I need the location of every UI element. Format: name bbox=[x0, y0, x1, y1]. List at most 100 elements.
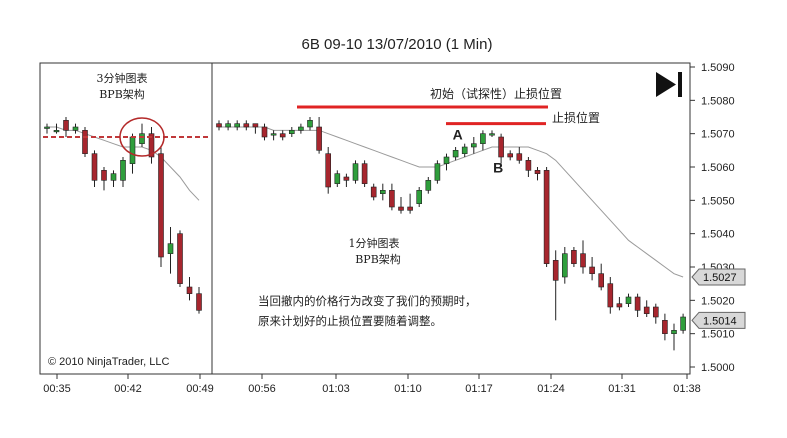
candle-body bbox=[489, 133, 495, 136]
candle-body bbox=[480, 133, 486, 144]
y-axis-ticks: 1.5090 1.5080 1.5070 1.5060 1.5050 1.5040 1.50… bbox=[690, 62, 735, 374]
price-badge-label: 1.5014 bbox=[703, 315, 737, 327]
candle-body bbox=[625, 296, 632, 304]
candle-body bbox=[525, 160, 532, 171]
left-panel-frame bbox=[39, 62, 213, 375]
candle-body bbox=[671, 330, 677, 334]
candle-body bbox=[616, 303, 623, 308]
candle-body bbox=[343, 176, 350, 181]
note-line-2: 原来计划好的止损位置要随着调整。 bbox=[258, 314, 442, 328]
candle-body bbox=[580, 253, 586, 268]
candle-body bbox=[216, 123, 222, 128]
candle-body bbox=[298, 126, 304, 131]
annotation-a: A bbox=[453, 127, 463, 143]
left-panel-label-1: 3分钟图表 bbox=[97, 71, 148, 85]
candle-body bbox=[72, 126, 79, 131]
candle-body bbox=[680, 316, 686, 331]
candle-body bbox=[398, 206, 404, 211]
candle-body bbox=[53, 130, 60, 133]
candle-body bbox=[279, 133, 286, 138]
candle-body bbox=[270, 133, 277, 136]
candle-body bbox=[370, 186, 377, 198]
x-tick-label: 00:35 bbox=[43, 383, 71, 395]
candle-body bbox=[589, 266, 595, 274]
candle-body bbox=[571, 250, 577, 264]
highlight-circle bbox=[119, 117, 165, 157]
y-tick-label: 1.5080 bbox=[701, 95, 735, 107]
y-tick-label: 1.5060 bbox=[701, 162, 735, 174]
x-tick-label: 00:42 bbox=[114, 383, 142, 395]
price-badges: 1.5027 1.5014 bbox=[691, 268, 746, 329]
candle-body bbox=[158, 153, 164, 258]
y-tick-label: 1.5020 bbox=[701, 295, 735, 307]
price-badge bbox=[691, 268, 746, 286]
candle-body bbox=[607, 283, 614, 308]
y-tick-label: 1.5040 bbox=[701, 229, 735, 241]
candle-body bbox=[316, 126, 322, 151]
candle-body bbox=[434, 163, 441, 181]
candle-body bbox=[470, 143, 477, 148]
candle-body bbox=[516, 153, 523, 161]
skip-to-end-icon[interactable] bbox=[656, 72, 682, 97]
x-tick-label: 01:31 bbox=[608, 383, 636, 395]
candle-body bbox=[361, 163, 368, 184]
chart-title: 6B 09-10 13/07/2010 (1 Min) bbox=[302, 36, 493, 53]
candle-body bbox=[288, 130, 295, 134]
candle-body bbox=[186, 286, 193, 294]
y-tick-label: 1.5050 bbox=[701, 195, 735, 207]
candle-body bbox=[652, 306, 659, 318]
candle-body bbox=[234, 123, 240, 128]
candle-body bbox=[443, 156, 450, 164]
candle-body bbox=[129, 136, 136, 164]
left-annotations bbox=[43, 117, 208, 157]
x-tick-label: 01:38 bbox=[673, 383, 701, 395]
candle-body bbox=[452, 150, 459, 158]
y-tick-label: 1.5010 bbox=[701, 329, 735, 341]
initial-stop-label: 初始（试探性）止损位置 bbox=[430, 86, 562, 101]
candle-body bbox=[325, 153, 332, 188]
candle-body bbox=[148, 133, 155, 158]
candle-body bbox=[389, 190, 395, 208]
candle-body bbox=[120, 160, 126, 181]
candle-body bbox=[63, 120, 69, 131]
price-badge bbox=[691, 311, 746, 329]
right-stop-lines bbox=[297, 105, 548, 126]
candle-body bbox=[379, 190, 386, 194]
copyright-text: © 2010 NinjaTrader, LLC bbox=[48, 356, 169, 368]
candle-body bbox=[561, 253, 568, 278]
candle-body bbox=[425, 180, 432, 191]
candle-body bbox=[552, 260, 559, 281]
x-tick-label: 00:49 bbox=[186, 383, 214, 395]
left-panel-label-2: BPB架构 bbox=[99, 87, 145, 101]
price-badge-label: 1.5027 bbox=[703, 272, 737, 284]
sma-line bbox=[219, 126, 684, 278]
candle-body bbox=[167, 243, 174, 254]
right-panel-label-1: 1分钟图表 bbox=[349, 236, 400, 250]
x-tick-label: 01:17 bbox=[465, 383, 493, 395]
candle-body bbox=[261, 126, 268, 138]
right-candles bbox=[216, 117, 686, 351]
candle-body bbox=[352, 163, 359, 181]
x-tick-label: 01:03 bbox=[322, 383, 350, 395]
candle-body bbox=[82, 130, 88, 154]
candle-body bbox=[243, 123, 250, 128]
candle-body bbox=[307, 120, 313, 128]
candle-body bbox=[534, 170, 541, 174]
candle-body bbox=[407, 206, 413, 211]
candle-body bbox=[634, 296, 641, 311]
x-tick-label: 01:10 bbox=[394, 383, 422, 395]
candle-body bbox=[461, 146, 468, 154]
candle-body bbox=[225, 123, 231, 128]
candle-body bbox=[598, 273, 605, 288]
candle-body bbox=[334, 173, 341, 184]
candle-body bbox=[44, 126, 50, 129]
y-tick-label: 1.5000 bbox=[701, 362, 735, 374]
x-tick-label: 01:24 bbox=[537, 383, 565, 395]
x-axis-ticks: 00:35 00:42 00:49 00:56 01:03 01:10 01:17 01:24… bbox=[43, 374, 701, 395]
x-tick-label: 00:56 bbox=[248, 383, 276, 395]
right-panel-label-2: BPB架构 bbox=[355, 252, 401, 266]
candle-body bbox=[101, 170, 107, 181]
right-sma-line bbox=[219, 126, 684, 278]
